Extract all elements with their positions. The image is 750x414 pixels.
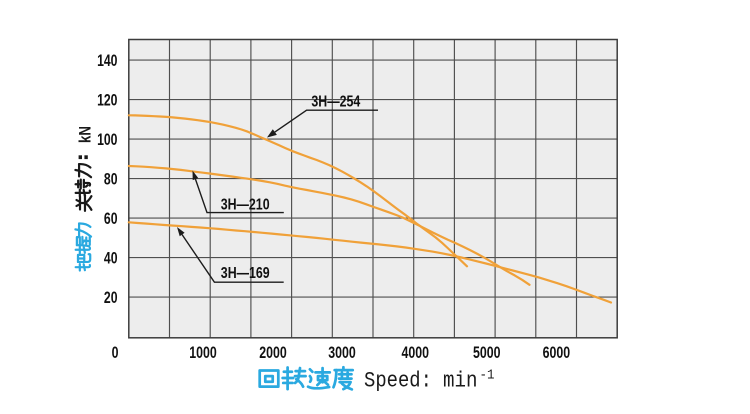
svg-text:2000: 2000 (259, 344, 287, 362)
svg-text:3H—169: 3H—169 (221, 265, 270, 283)
svg-text:100: 100 (97, 131, 117, 149)
svg-text:4000: 4000 (401, 344, 429, 362)
svg-text:6000: 6000 (543, 344, 571, 362)
svg-text:kN: kN (76, 126, 95, 143)
svg-text:-1: -1 (480, 367, 495, 383)
svg-text:min: min (443, 369, 477, 394)
svg-text:20: 20 (104, 289, 118, 307)
svg-text:140: 140 (97, 52, 117, 70)
svg-text:5000: 5000 (473, 344, 501, 362)
svg-text:1000: 1000 (189, 344, 217, 362)
svg-text:80: 80 (104, 171, 118, 189)
svg-text:3H—210: 3H—210 (221, 196, 270, 214)
svg-text:3H—254: 3H—254 (311, 93, 360, 111)
svg-text:120: 120 (97, 92, 117, 110)
svg-text:3000: 3000 (328, 344, 356, 362)
svg-text:40: 40 (104, 250, 118, 268)
svg-text:0: 0 (112, 344, 119, 362)
svg-text:Speed:: Speed: (364, 369, 432, 394)
svg-text:60: 60 (104, 210, 118, 228)
